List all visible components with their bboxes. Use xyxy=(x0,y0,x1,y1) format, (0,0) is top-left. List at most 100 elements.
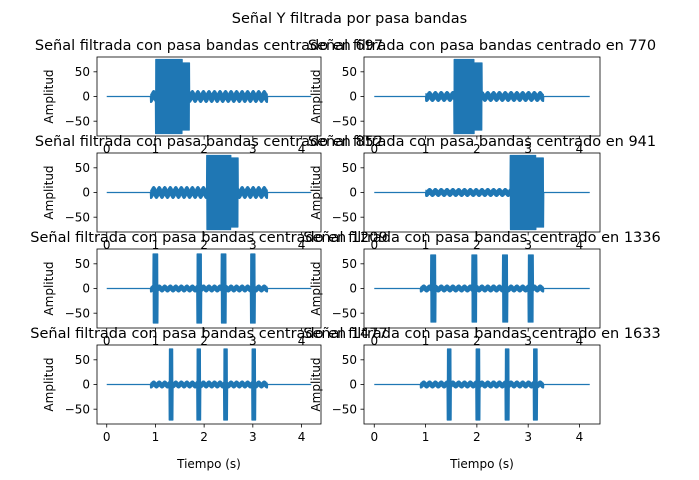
x-tick-label: 2 xyxy=(200,334,208,348)
y-axis-label: Amplitud xyxy=(42,261,56,315)
signal-line xyxy=(373,58,591,135)
x-tick-label: 4 xyxy=(298,238,306,252)
x-tick-label: 4 xyxy=(576,430,584,444)
y-tick-label: −50 xyxy=(65,210,90,224)
subplot-title: Señal filtrada con pasa bandas centrado … xyxy=(30,326,387,342)
y-axis-label: Amplitud xyxy=(309,69,323,123)
x-tick-label: 3 xyxy=(524,142,532,156)
x-tick-label: 4 xyxy=(298,142,306,156)
x-tick-label: 1 xyxy=(422,142,430,156)
x-tick-label: 0 xyxy=(103,238,111,252)
subplot-1: 0 1 2 3 4 −50 0 50 Amplitud Señal filtrada con pa… xyxy=(35,38,383,156)
subplot-title: Señal filtrada con pasa bandas centrado … xyxy=(303,326,660,342)
x-tick-label: 2 xyxy=(200,238,208,252)
y-tick-label: 0 xyxy=(82,378,90,392)
y-axis-label: Amplitud xyxy=(42,357,56,411)
subplot-title: Señal filtrada con pasa bandas centrado … xyxy=(308,134,656,150)
x-tick-label: 4 xyxy=(298,334,306,348)
y-tick-label: 50 xyxy=(342,257,357,271)
subplot-2: 0 1 2 3 4 −50 0 50 Amplitud Señal filtrada con pa… xyxy=(308,38,656,156)
subplot-7: 0 1 2 3 4 −50 0 50 Amplitud Tiempo (s) Señal filtr… xyxy=(30,326,387,471)
x-tick-label: 2 xyxy=(473,142,481,156)
signal-line xyxy=(106,253,312,324)
x-tick-label: 4 xyxy=(298,430,306,444)
subplot-title: Señal filtrada con pasa bandas centrado … xyxy=(35,134,383,150)
y-tick-label: 0 xyxy=(349,186,357,200)
y-tick-label: 0 xyxy=(82,282,90,296)
subplot-6: 0 1 2 3 4 −50 0 50 Amplitud Señal filtrada con pa… xyxy=(303,230,660,348)
x-tick-label: 0 xyxy=(370,430,378,444)
x-tick-label: 3 xyxy=(524,430,532,444)
x-tick-label: 4 xyxy=(576,142,584,156)
y-axis-label: Amplitud xyxy=(42,165,56,219)
y-tick-label: 50 xyxy=(342,161,357,175)
y-axis-label: Amplitud xyxy=(309,357,323,411)
y-axis-label: Amplitud xyxy=(309,261,323,315)
subplot-title: Señal filtrada con pasa bandas centrado … xyxy=(30,230,387,246)
x-tick-label: 3 xyxy=(249,238,257,252)
subplot-5: 0 1 2 3 4 −50 0 50 Amplitud Señal filtrada con pa… xyxy=(30,230,387,348)
subplot-title: Señal filtrada con pasa bandas centrado … xyxy=(308,38,656,54)
y-tick-label: 50 xyxy=(75,65,90,79)
signal-line xyxy=(106,348,312,421)
x-tick-label: 4 xyxy=(576,334,584,348)
x-tick-label: 2 xyxy=(473,238,481,252)
x-tick-label: 1 xyxy=(152,238,160,252)
y-tick-label: −50 xyxy=(332,306,357,320)
signal-line xyxy=(106,58,312,135)
subplots: 0 1 2 3 4 −50 0 50 Amplitud Señal filtrada con pa… xyxy=(30,38,660,471)
x-tick-label: 3 xyxy=(249,334,257,348)
x-tick-label: 2 xyxy=(473,334,481,348)
subplot-title: Señal filtrada con pasa bandas centrado … xyxy=(35,38,383,54)
y-tick-label: −50 xyxy=(332,402,357,416)
x-tick-label: 1 xyxy=(422,430,430,444)
signal-line xyxy=(106,154,312,231)
x-tick-label: 3 xyxy=(249,430,257,444)
x-tick-label: 1 xyxy=(152,430,160,444)
signal-line xyxy=(373,254,591,323)
x-tick-label: 4 xyxy=(576,238,584,252)
subplot-4: 0 1 2 3 4 −50 0 50 Amplitud Señal filtrada con pa… xyxy=(308,134,656,252)
x-tick-label: 3 xyxy=(524,238,532,252)
y-tick-label: −50 xyxy=(332,114,357,128)
y-tick-label: −50 xyxy=(332,210,357,224)
signal-line xyxy=(373,154,591,231)
signal-line xyxy=(373,348,591,421)
y-axis-label: Amplitud xyxy=(309,165,323,219)
y-tick-label: −50 xyxy=(65,402,90,416)
y-axis-label: Amplitud xyxy=(42,69,56,123)
x-tick-label: 0 xyxy=(103,334,111,348)
x-tick-label: 1 xyxy=(152,142,160,156)
y-tick-label: 0 xyxy=(349,378,357,392)
y-tick-label: 50 xyxy=(75,161,90,175)
y-tick-label: 0 xyxy=(349,282,357,296)
x-axis-label: Tiempo (s) xyxy=(449,457,514,471)
x-tick-label: 3 xyxy=(249,142,257,156)
x-tick-label: 2 xyxy=(200,430,208,444)
x-tick-label: 0 xyxy=(370,238,378,252)
y-tick-label: 50 xyxy=(342,353,357,367)
y-tick-label: 50 xyxy=(75,257,90,271)
y-tick-label: 50 xyxy=(342,65,357,79)
x-tick-label: 0 xyxy=(370,334,378,348)
x-tick-label: 0 xyxy=(370,142,378,156)
y-tick-label: 50 xyxy=(75,353,90,367)
y-tick-label: −50 xyxy=(65,114,90,128)
x-axis-label: Tiempo (s) xyxy=(176,457,241,471)
x-tick-label: 1 xyxy=(422,238,430,252)
x-tick-label: 3 xyxy=(524,334,532,348)
y-tick-label: 0 xyxy=(82,90,90,104)
y-tick-label: −50 xyxy=(65,306,90,320)
x-tick-label: 1 xyxy=(422,334,430,348)
x-tick-label: 1 xyxy=(152,334,160,348)
subplot-8: 0 1 2 3 4 −50 0 50 Amplitud Tiempo (s) Señal filtr… xyxy=(303,326,660,471)
x-tick-label: 2 xyxy=(473,430,481,444)
y-tick-label: 0 xyxy=(82,186,90,200)
subplot-title: Señal filtrada con pasa bandas centrado … xyxy=(303,230,660,246)
y-tick-label: 0 xyxy=(349,90,357,104)
subplot-3: 0 1 2 3 4 −50 0 50 Amplitud Señal filtrada con pa… xyxy=(35,134,383,252)
x-tick-label: 0 xyxy=(103,430,111,444)
x-tick-label: 0 xyxy=(103,142,111,156)
